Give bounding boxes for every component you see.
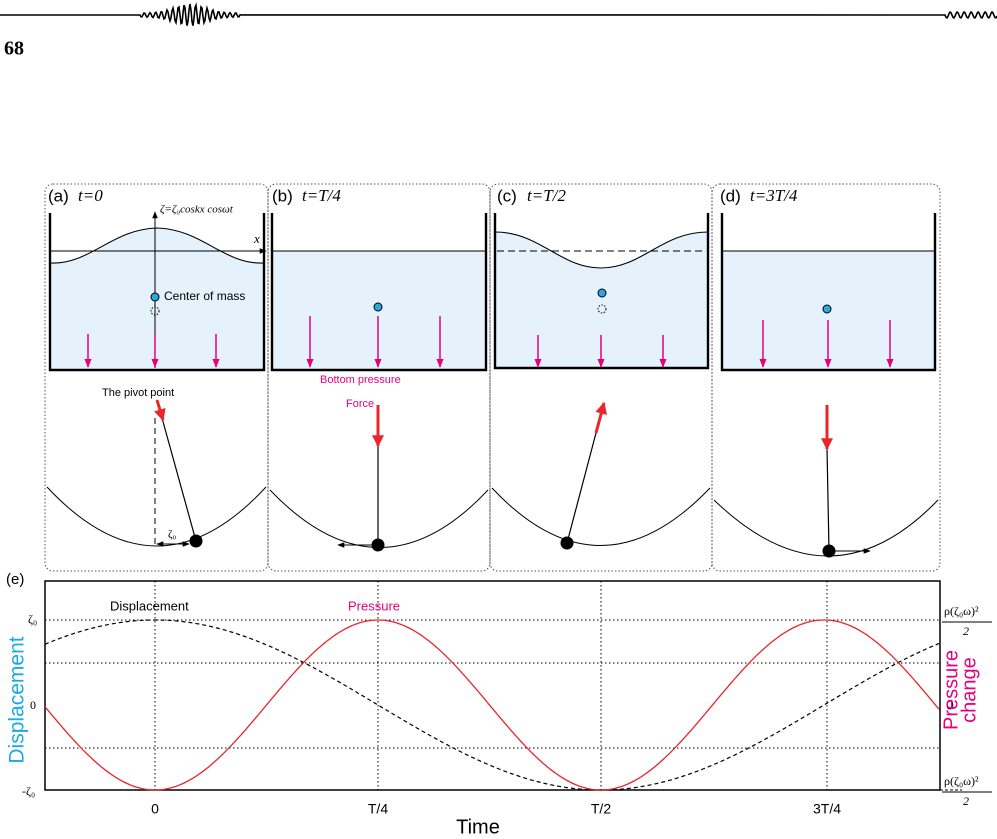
- water-surface: [49, 227, 265, 264]
- bottom-pressure-label: Bottom pressure: [320, 374, 401, 386]
- panel-label: (c): [497, 186, 517, 205]
- panel-label: (b): [272, 186, 293, 205]
- x-tick-label: 0: [151, 801, 159, 817]
- panel-time: t=T/4: [302, 186, 341, 205]
- y-tick-label: -ζ₀: [22, 784, 35, 798]
- header-rule: [0, 2, 997, 26]
- amplitude-label: ζ₀: [168, 529, 177, 541]
- pendulum-rod: [161, 417, 197, 542]
- left-ticks: ζ₀ 0 -ζ₀: [22, 612, 37, 798]
- tank: [270, 213, 488, 372]
- right-title: Pressure: [940, 650, 962, 730]
- right-ticks: ρ(ζ₀ω)² 2 0 ρ(ζ₀ω)² 2: [942, 604, 992, 808]
- y-tick-label: ζ₀: [28, 612, 37, 626]
- x-title: Time: [456, 816, 500, 838]
- tank: [48, 213, 266, 372]
- tank: [493, 213, 710, 370]
- y-tick-label: 0: [30, 698, 36, 712]
- y2-tick-label: ρ(ζ₀ω)²: [944, 774, 979, 788]
- panels: [44, 183, 941, 572]
- center-of-mass: [373, 302, 383, 312]
- x-tick-label: T/4: [368, 801, 388, 817]
- displacement-curve: [44, 619, 940, 791]
- center-of-mass: [822, 304, 832, 314]
- pendulum-bob: [189, 534, 203, 548]
- plot-label: (e): [6, 571, 24, 588]
- pendulum-rod: [566, 432, 597, 544]
- rest-position: [150, 306, 160, 316]
- panel-time: t=0: [78, 186, 103, 205]
- equation: ζ=ζ₀coskx cosωt: [160, 204, 234, 216]
- plot-frame: [44, 580, 941, 791]
- panel-labels: (a) t=0 (b) t=T/4 (c) t=T/2 (d) t=3T/4: [48, 186, 798, 206]
- page-number: 68: [4, 38, 24, 60]
- pendulum-bob: [560, 536, 574, 550]
- panel-frame: [711, 183, 941, 572]
- pendulum-arc: [491, 487, 711, 546]
- pressure-curve-label: Pressure: [348, 598, 400, 613]
- panel-label: (a): [48, 186, 69, 205]
- x-ticks: 0 T/4 T/2 3T/4: [151, 801, 841, 817]
- y2-tick-label: 0: [946, 697, 954, 713]
- plot: [44, 580, 962, 791]
- pendulum-rod: [826, 447, 830, 552]
- x-axis-label: x: [253, 231, 260, 246]
- water-surface: [494, 231, 709, 269]
- force-arrow: [154, 399, 166, 422]
- center-of-mass: [597, 288, 607, 298]
- right-title: change: [958, 657, 980, 723]
- pendulum-arc: [46, 486, 267, 547]
- panel-time: t=3T/4: [750, 186, 798, 205]
- pressure-curve: [44, 619, 940, 791]
- tank: [720, 213, 937, 372]
- panel-label: (d): [720, 186, 741, 205]
- x-tick-label: T/2: [591, 801, 611, 817]
- rest-position: [597, 304, 607, 314]
- y2-tick-label: ρ(ζ₀ω)²: [944, 604, 979, 618]
- left-title: Displacement: [6, 636, 29, 763]
- force-label: Force: [346, 398, 374, 410]
- x-tick-label: 3T/4: [813, 801, 841, 817]
- panel-frame: [489, 183, 713, 572]
- water: [495, 232, 708, 368]
- y2-tick-label: 2: [963, 794, 969, 808]
- center-of-mass-label: Center of mass: [164, 289, 245, 303]
- pivot-label: The pivot point: [102, 387, 174, 399]
- y2-tick-label: 2: [963, 624, 969, 638]
- displacement-curve-label: Displacement: [110, 598, 189, 613]
- force-arrow: [594, 401, 608, 434]
- panel-time: t=T/2: [527, 186, 566, 205]
- center-of-mass: [150, 292, 160, 302]
